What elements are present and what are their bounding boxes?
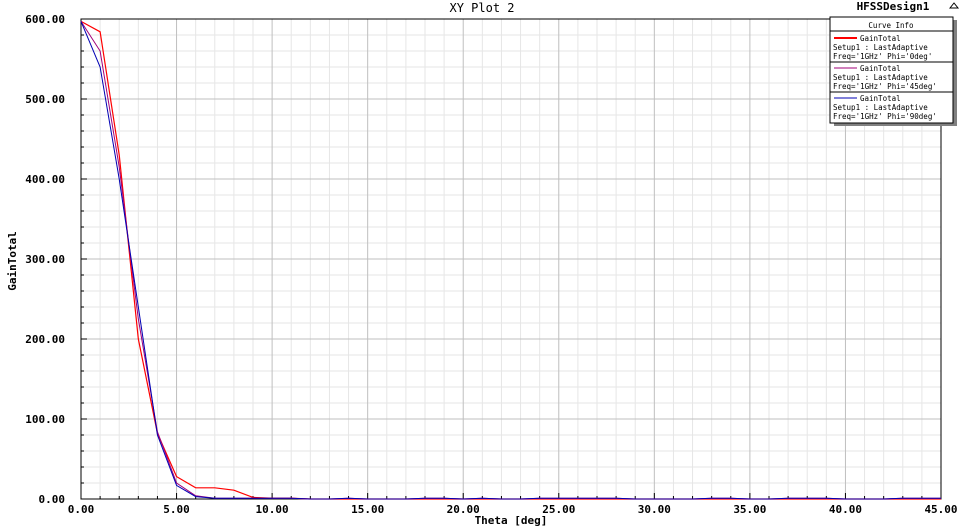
collapse-arrow-icon[interactable] [948, 2, 960, 9]
y-tick-label: 100.00 [25, 413, 65, 426]
legend-entry-name: GainTotal [860, 94, 901, 103]
y-tick-label: 600.00 [25, 13, 65, 26]
legend-entry-freq: Freq='1GHz' Phi='45deg' [833, 82, 937, 91]
legend-entry-setup: Setup1 : LastAdaptive [833, 73, 928, 82]
legend-entry-phi-90[interactable]: GainTotal Setup1 : LastAdaptive Freq='1G… [833, 94, 937, 121]
y-tick-label: 300.00 [25, 253, 65, 266]
legend-header: Curve Info [868, 21, 914, 30]
legend[interactable]: Curve Info GainTotal Setup1 : LastAdapti… [829, 16, 957, 126]
legend-entry-name: GainTotal [860, 34, 901, 43]
x-tick-label: 5.00 [163, 503, 190, 516]
legend-entry-name: GainTotal [860, 64, 901, 73]
x-tick-labels: 0.00 5.00 10.00 15.00 20.00 25.00 30.00 35.00 40… [68, 503, 958, 516]
x-tick-label: 10.00 [256, 503, 289, 516]
x-tick-label: 25.00 [542, 503, 575, 516]
legend-box [829, 16, 954, 124]
x-tick-label: 30.00 [638, 503, 671, 516]
series-line-0[interactable] [80, 20, 941, 500]
grid [81, 19, 941, 499]
y-axis-label: GainTotal [6, 231, 19, 291]
series-lines [80, 20, 941, 500]
x-tick-label: 0.00 [68, 503, 95, 516]
legend-entry-phi-45[interactable]: GainTotal Setup1 : LastAdaptive Freq='1G… [833, 64, 937, 91]
y-tick-labels: 0.00 100.00 200.00 300.00 400.00 500.00 600.00 [25, 13, 65, 506]
legend-entry-freq: Freq='1GHz' Phi='0deg' [833, 52, 932, 61]
chart-title: XY Plot 2 [449, 1, 514, 15]
x-tick-label: 35.00 [733, 503, 766, 516]
legend-entry-freq: Freq='1GHz' Phi='90deg' [833, 112, 937, 121]
series-line-1[interactable] [80, 21, 941, 500]
legend-entry-setup: Setup1 : LastAdaptive [833, 43, 928, 52]
y-tick-label: 400.00 [25, 173, 65, 186]
legend-entry-phi-0[interactable]: GainTotal Setup1 : LastAdaptive Freq='1G… [833, 34, 932, 61]
y-tick-label: 200.00 [25, 333, 65, 346]
y-tick-label: 500.00 [25, 93, 65, 106]
legend-entry-setup: Setup1 : LastAdaptive [833, 103, 928, 112]
x-tick-label: 15.00 [351, 503, 384, 516]
x-tick-label: 45.00 [924, 503, 957, 516]
series-line-2[interactable] [80, 21, 941, 500]
design-name: HFSSDesign1 [857, 0, 930, 13]
x-tick-label: 20.00 [447, 503, 480, 516]
y-tick-label: 0.00 [39, 493, 66, 506]
x-tick-label: 40.00 [829, 503, 862, 516]
x-axis-label: Theta [deg] [475, 514, 548, 527]
